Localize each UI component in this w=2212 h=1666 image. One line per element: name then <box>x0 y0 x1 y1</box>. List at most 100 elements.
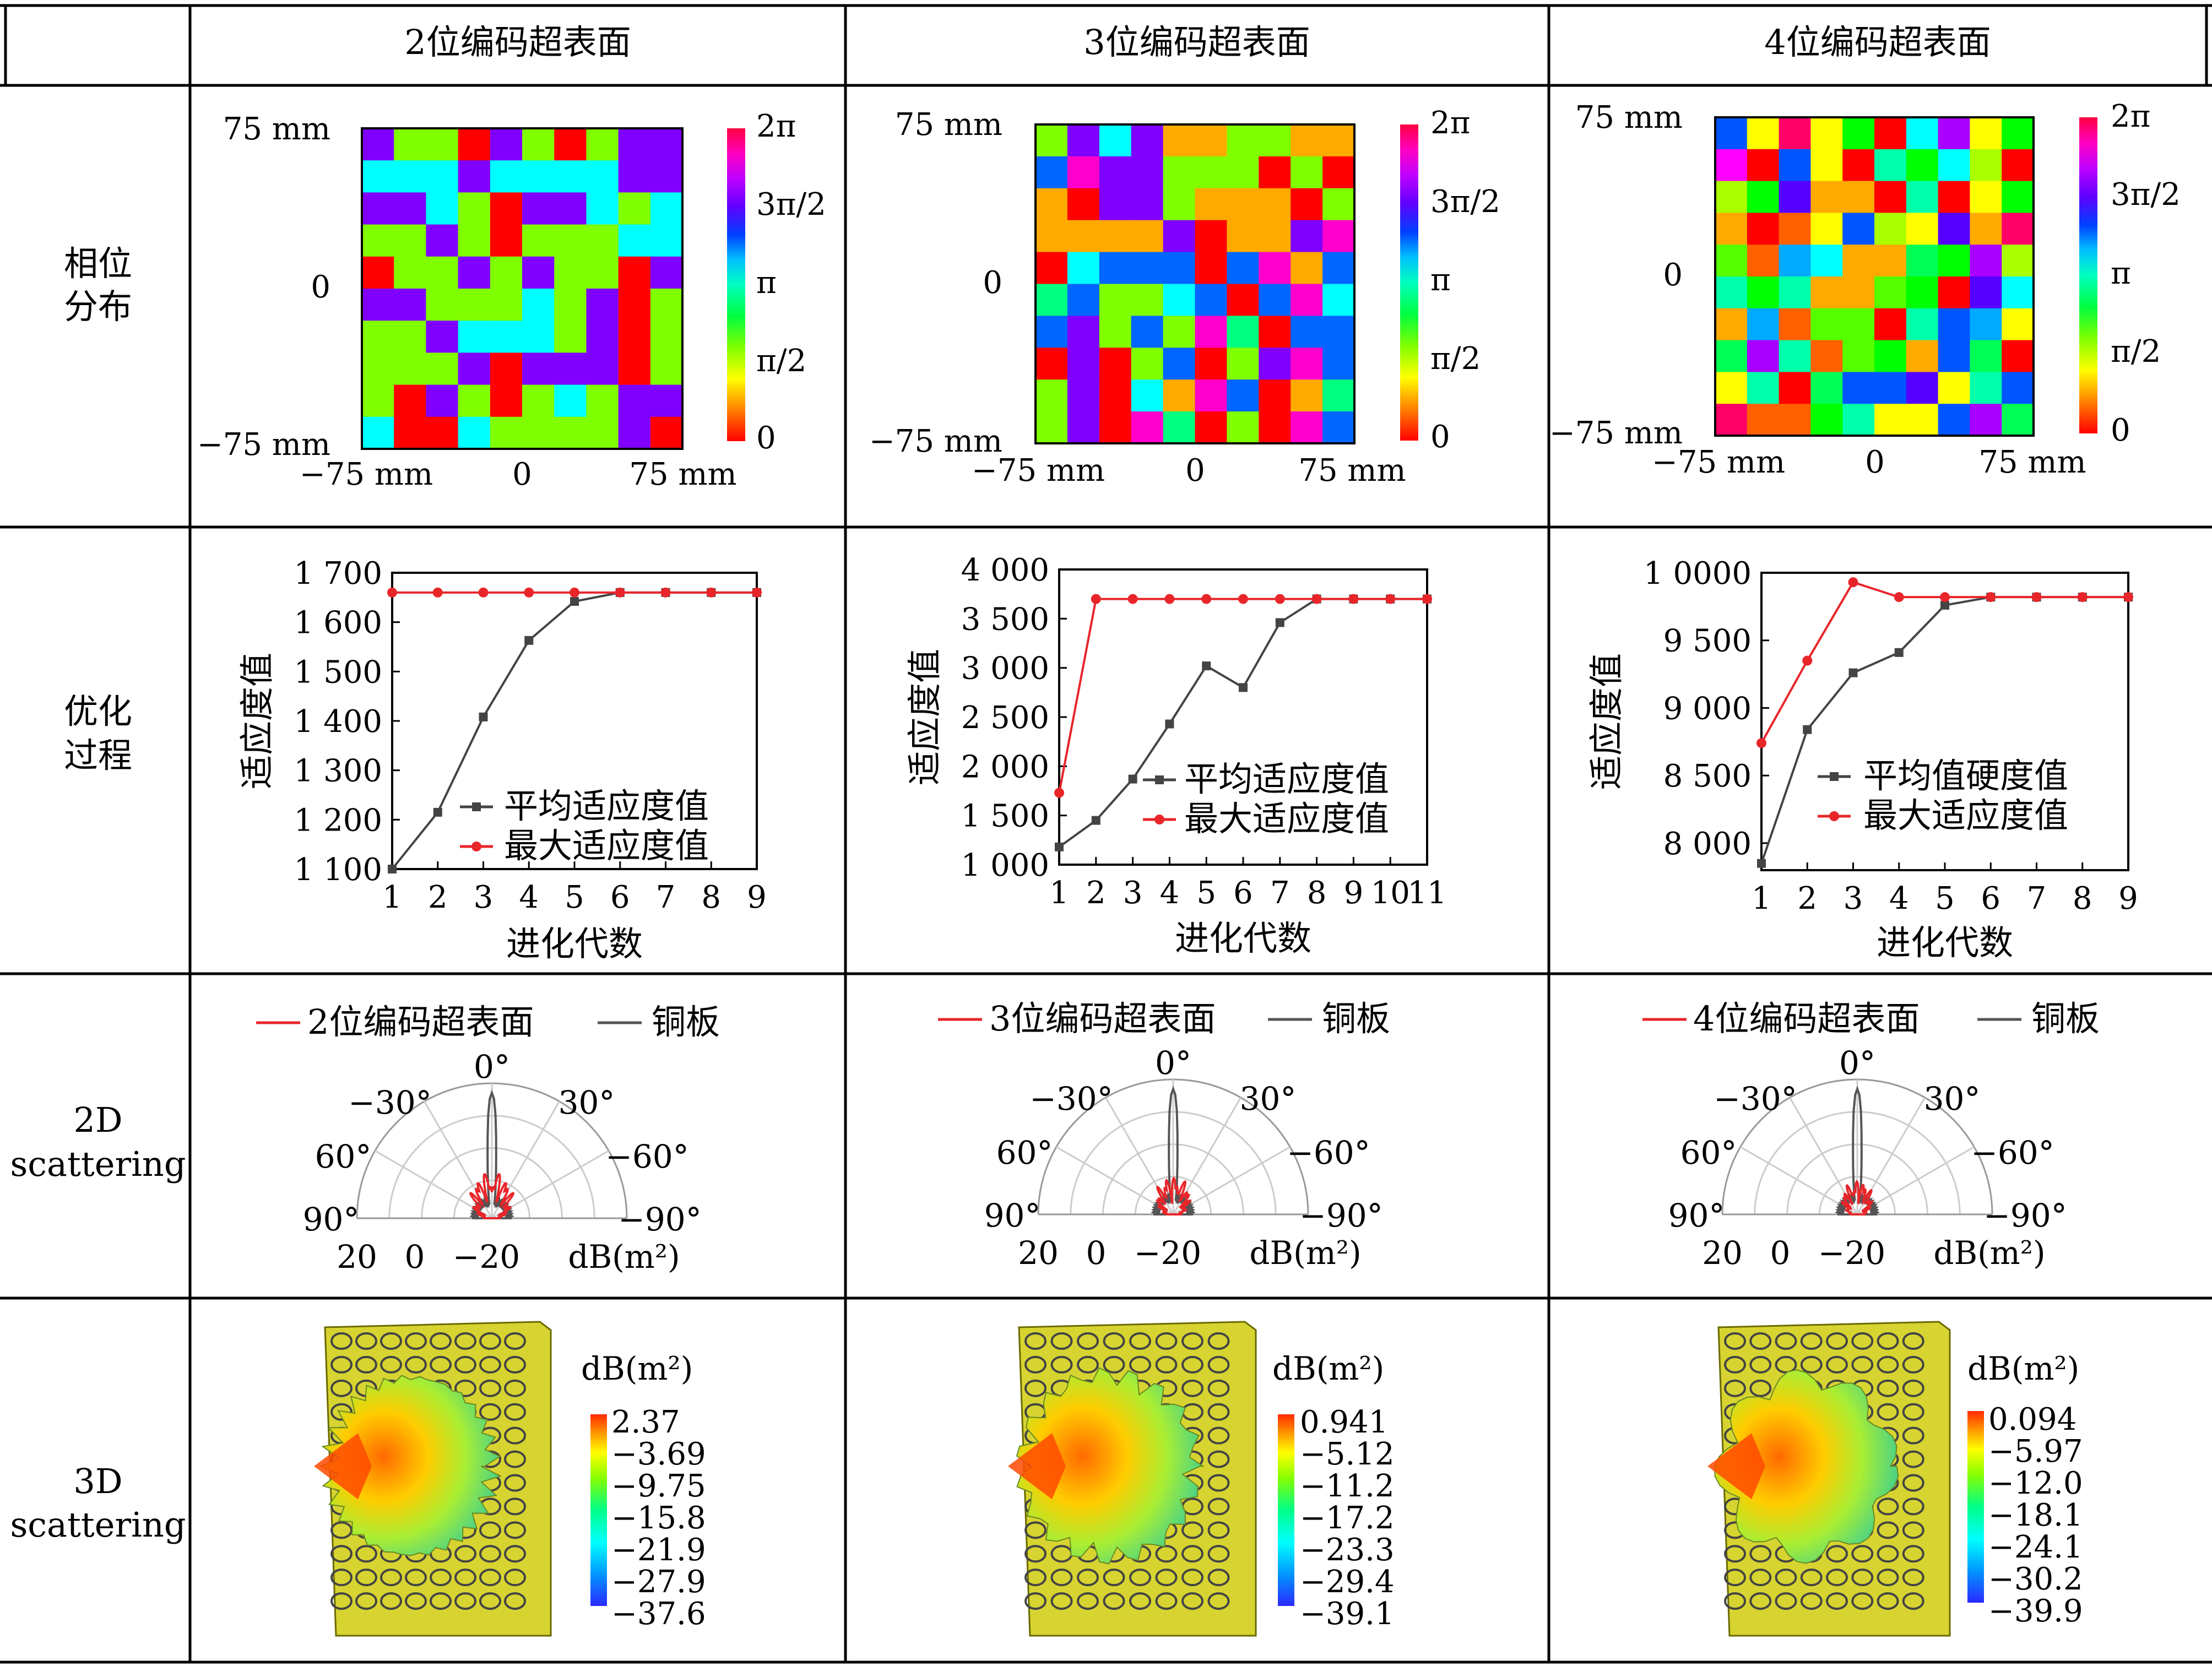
unit-cell-ring <box>1207 1355 1230 1374</box>
unit-cell-ring <box>1749 1355 1772 1374</box>
unit-cell-ring <box>1024 1355 1047 1374</box>
data-point <box>524 636 534 645</box>
phase-cell <box>1035 316 1068 348</box>
data-point <box>1940 592 1950 603</box>
phase-cell <box>1842 245 1875 277</box>
unit-cell-ring <box>1181 1521 1203 1539</box>
phase-map-frame <box>1714 116 2035 437</box>
unit-cell-ring <box>1851 1569 1874 1587</box>
x-tick-label: 5 <box>565 880 584 915</box>
phase-cell <box>1970 149 2002 182</box>
x-tick-label: 8 <box>1307 875 1327 911</box>
phase-cell <box>426 289 459 321</box>
colorbar-tick-label: −15.8 <box>611 1500 706 1536</box>
unit-cell-ring <box>1826 1545 1848 1563</box>
angle-label-neg30: −30° <box>1029 1080 1113 1117</box>
unit-cell-ring <box>1902 1497 1924 1516</box>
unit-cell-ring <box>479 1355 501 1374</box>
radial-unit: dB(m²) <box>1933 1234 2045 1272</box>
unit-cell-ring <box>1851 1332 1874 1350</box>
unit-cell-ring <box>330 1403 353 1421</box>
unit-cell-ring <box>330 1332 353 1350</box>
phase-cell <box>1842 308 1875 341</box>
phase-cell <box>1195 252 1227 285</box>
data-point <box>1238 594 1248 604</box>
legend: 平均适应度值 最大适应度值 <box>460 786 709 866</box>
y-tick-label: 1 300 <box>294 753 382 789</box>
unit-cell-ring <box>1851 1592 1874 1610</box>
unit-cell-ring <box>1181 1379 1203 1397</box>
unit-cell-ring <box>1155 1569 1178 1587</box>
y-tick-label: 1 600 <box>294 605 382 641</box>
legend-marker-avg <box>1830 772 1839 781</box>
phase-cell <box>1715 181 1748 213</box>
x-tick-left: −75 mm <box>300 457 433 492</box>
colorbar-tick-2pi: 2π <box>1430 105 1470 141</box>
phase-cell <box>1810 340 1843 372</box>
data-point <box>1422 594 1432 604</box>
phase-cell <box>2002 181 2034 213</box>
legend-label-max: 最大适应度值 <box>1184 799 1389 839</box>
y-tick-label: 2 000 <box>961 749 1049 785</box>
unit-cell-ring <box>1902 1426 1924 1445</box>
phase-cell <box>1259 411 1291 444</box>
col-header-3bit: 3位编码超表面 <box>1083 22 1310 62</box>
phase-cell <box>1195 284 1227 316</box>
unit-cell-ring <box>1877 1332 1899 1350</box>
phase-cell <box>586 160 619 193</box>
colorbar-tick-label: 0.094 <box>1988 1402 2077 1437</box>
row-header-3d-line2: scattering <box>10 1505 186 1545</box>
y-tick-top: 75 mm <box>223 111 330 147</box>
unit-cell-ring <box>1050 1569 1073 1587</box>
y-tick-label: 1 200 <box>294 802 382 838</box>
phase-cell <box>1715 117 1748 150</box>
unit-cell-ring <box>1775 1332 1797 1350</box>
phase-cell <box>1938 404 1970 436</box>
phase-cell <box>1906 181 1939 213</box>
angle-label-90-left: 90° <box>984 1197 1041 1234</box>
unit-cell-ring <box>1077 1332 1099 1350</box>
rcs3d-2bit <box>314 1321 552 1637</box>
unit-cell-ring <box>479 1332 501 1350</box>
phase-cell <box>1874 276 1907 309</box>
phase-colorbar <box>1400 124 1418 441</box>
phase-cell <box>1195 220 1227 253</box>
angle-label-30: 30° <box>1240 1080 1297 1117</box>
phase-cell <box>1747 340 1780 372</box>
legend-label-plate: 铜板 <box>1322 998 1390 1039</box>
phase-cell <box>1906 149 1939 182</box>
rcs-colorbar <box>1967 1411 1984 1603</box>
unit-cell-ring <box>504 1569 526 1587</box>
y-tick-mid: 0 <box>311 269 330 305</box>
row-header-2d-line2: scattering <box>10 1144 186 1184</box>
unit-cell-ring <box>1902 1379 1924 1397</box>
phase-cell <box>1779 149 1811 182</box>
phase-cell <box>1099 284 1132 316</box>
phase-cell <box>394 352 426 386</box>
unit-cell-ring <box>1024 1521 1047 1539</box>
row-header-optim-line1: 优化 <box>64 691 132 731</box>
x-tick-center: 0 <box>1865 444 1885 480</box>
y-tick-top: 75 mm <box>1575 100 1683 135</box>
polar-4bit: 4位编码超表面 铜板 0° −30° 30° 60° −60° 90° −90° 20 0 −20… <box>1642 998 2100 1272</box>
phase-cell <box>1970 340 2002 372</box>
phase-cell <box>2002 372 2034 404</box>
phase-cell <box>490 160 523 193</box>
phase-cell <box>1035 379 1068 412</box>
phase-cell <box>1035 188 1068 221</box>
data-point <box>1201 594 1212 604</box>
phase-cell <box>554 256 587 289</box>
unit-cell-ring <box>479 1545 501 1563</box>
y-tick-label: 1 500 <box>294 654 382 690</box>
unit-cell-ring <box>1902 1403 1924 1421</box>
unit-cell-ring <box>504 1332 526 1350</box>
colorbar-tick-0: 0 <box>756 420 776 456</box>
unit-cell-ring <box>380 1592 402 1610</box>
unit-cell-ring <box>504 1497 526 1516</box>
phase-cell <box>1874 117 1907 150</box>
data-point <box>432 587 443 598</box>
polar-2bit: 2位编码超表面 铜板 0° −30° 30° 60° −60° 90° −90° 20 0 −20… <box>256 1002 720 1276</box>
phase-cell <box>1067 348 1100 380</box>
phase-cell <box>394 256 426 289</box>
phase-cell <box>1970 372 2002 404</box>
